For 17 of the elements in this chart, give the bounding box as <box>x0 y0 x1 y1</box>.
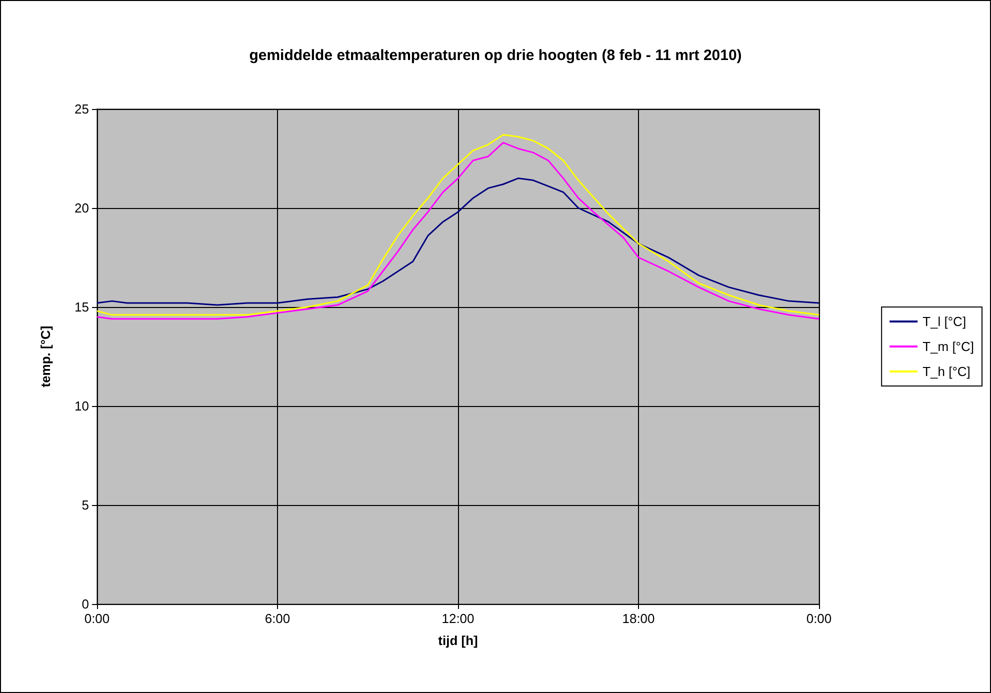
legend-label: T_h [°C] <box>922 364 970 379</box>
legend-label: T_m [°C] <box>922 339 974 354</box>
x-axis-title: tijd [h] <box>438 633 478 648</box>
y-axis-title: temp. [°C] <box>38 326 53 388</box>
y-tick-label: 25 <box>74 102 89 116</box>
y-tick-label: 5 <box>82 498 89 512</box>
legend-label: T_l [°C] <box>922 314 966 329</box>
x-tick-label: 0:00 <box>806 611 832 626</box>
x-tick-label: 18:00 <box>622 611 655 626</box>
y-tick-label: 10 <box>74 398 89 414</box>
x-tick-label: 6:00 <box>264 611 290 626</box>
x-tick-label: 12:00 <box>442 611 474 626</box>
y-tick-label: 15 <box>74 300 89 314</box>
chart-title: gemiddelde etmaaltemperaturen op drie hoogten (8 feb - 11 mrt 2010) <box>249 47 742 64</box>
y-tick-label: 0 <box>82 596 89 612</box>
x-tick-label: 0:00 <box>84 611 110 626</box>
y-tick-label: 20 <box>74 200 89 216</box>
